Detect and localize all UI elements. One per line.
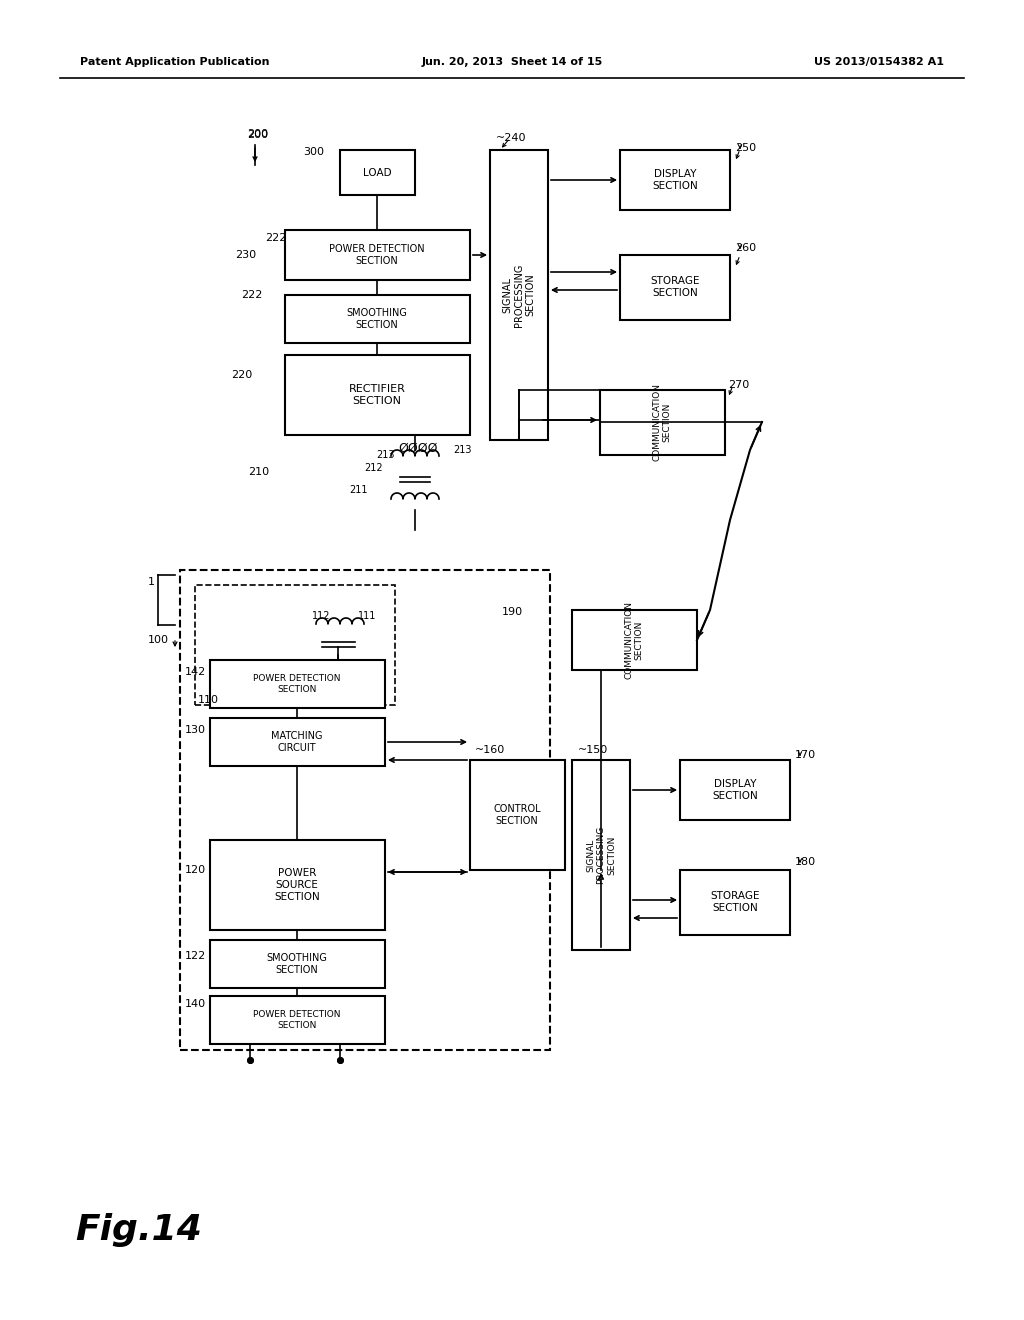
Bar: [285, 355, 470, 436]
Text: LOAD: LOAD: [362, 168, 391, 178]
Text: 211: 211: [349, 484, 368, 495]
Text: SIGNAL
PROCESSING
SECTION: SIGNAL PROCESSING SECTION: [503, 263, 536, 326]
Text: POWER
SOURCE
SECTION: POWER SOURCE SECTION: [274, 869, 319, 902]
Text: 111: 111: [358, 611, 377, 620]
Text: 250: 250: [735, 143, 756, 153]
Bar: [620, 150, 730, 210]
Text: ~160: ~160: [475, 744, 505, 755]
Text: SMOOTHING
SECTION: SMOOTHING SECTION: [266, 953, 328, 974]
Text: 180: 180: [795, 857, 816, 867]
Text: 300: 300: [303, 147, 324, 157]
Bar: [210, 840, 385, 931]
Text: Patent Application Publication: Patent Application Publication: [80, 57, 269, 67]
Bar: [210, 997, 385, 1044]
Bar: [680, 870, 790, 935]
Text: Fig.14: Fig.14: [75, 1213, 202, 1247]
Bar: [490, 150, 548, 440]
Text: ~150: ~150: [578, 744, 608, 755]
Bar: [620, 255, 730, 319]
Text: US 2013/0154382 A1: US 2013/0154382 A1: [814, 57, 944, 67]
Bar: [180, 570, 550, 1049]
Text: 212: 212: [365, 463, 383, 473]
Text: 130: 130: [185, 725, 206, 735]
Text: COMMUNICATION
SECTION: COMMUNICATION SECTION: [652, 383, 672, 461]
Text: 200: 200: [247, 129, 268, 140]
Bar: [470, 760, 565, 870]
Text: DISPLAY
SECTION: DISPLAY SECTION: [652, 169, 698, 191]
Text: MATCHING
CIRCUIT: MATCHING CIRCUIT: [271, 731, 323, 752]
Text: 222: 222: [241, 290, 262, 300]
Bar: [680, 760, 790, 820]
Bar: [600, 389, 725, 455]
Bar: [210, 660, 385, 708]
Text: SMOOTHING
SECTION: SMOOTHING SECTION: [346, 308, 408, 330]
Text: 120: 120: [185, 865, 206, 875]
Text: 110: 110: [198, 696, 219, 705]
Bar: [572, 610, 697, 671]
Text: 260: 260: [735, 243, 756, 253]
Text: 142: 142: [184, 667, 206, 677]
Text: 230: 230: [234, 249, 256, 260]
Text: 210: 210: [248, 467, 269, 477]
Bar: [572, 760, 630, 950]
Text: 1: 1: [148, 577, 155, 587]
Text: 213: 213: [453, 445, 471, 455]
Text: RECTIFIER
SECTION: RECTIFIER SECTION: [348, 384, 406, 405]
Text: STORAGE
SECTION: STORAGE SECTION: [711, 891, 760, 913]
Text: 200: 200: [247, 129, 268, 139]
Text: 122: 122: [184, 950, 206, 961]
Text: POWER DETECTION
SECTION: POWER DETECTION SECTION: [253, 675, 341, 694]
Text: POWER DETECTION
SECTION: POWER DETECTION SECTION: [329, 244, 425, 265]
Bar: [195, 585, 395, 705]
Text: 170: 170: [795, 750, 816, 760]
Text: CONTROL
SECTION: CONTROL SECTION: [494, 804, 541, 826]
Text: DISPLAY
SECTION: DISPLAY SECTION: [712, 779, 758, 801]
Text: 190: 190: [502, 607, 523, 616]
Text: POWER DETECTION
SECTION: POWER DETECTION SECTION: [253, 1010, 341, 1030]
Text: 100: 100: [148, 635, 169, 645]
Text: 220: 220: [230, 370, 252, 380]
Text: ~240: ~240: [496, 133, 526, 143]
Text: 213: 213: [377, 450, 395, 459]
Text: STORAGE
SECTION: STORAGE SECTION: [650, 276, 699, 298]
Text: SIGNAL
PROCESSING
SECTION: SIGNAL PROCESSING SECTION: [586, 826, 615, 884]
Bar: [285, 294, 470, 343]
Bar: [340, 150, 415, 195]
Text: Jun. 20, 2013  Sheet 14 of 15: Jun. 20, 2013 Sheet 14 of 15: [421, 57, 603, 67]
Text: 112: 112: [311, 611, 330, 620]
Bar: [210, 718, 385, 766]
Bar: [285, 230, 470, 280]
Text: COMMUNICATION
SECTION: COMMUNICATION SECTION: [625, 601, 644, 678]
Text: 140: 140: [185, 999, 206, 1008]
Text: 222: 222: [265, 234, 287, 243]
Text: ØØØØ: ØØØØ: [398, 441, 437, 454]
Bar: [210, 940, 385, 987]
Text: 270: 270: [728, 380, 750, 389]
